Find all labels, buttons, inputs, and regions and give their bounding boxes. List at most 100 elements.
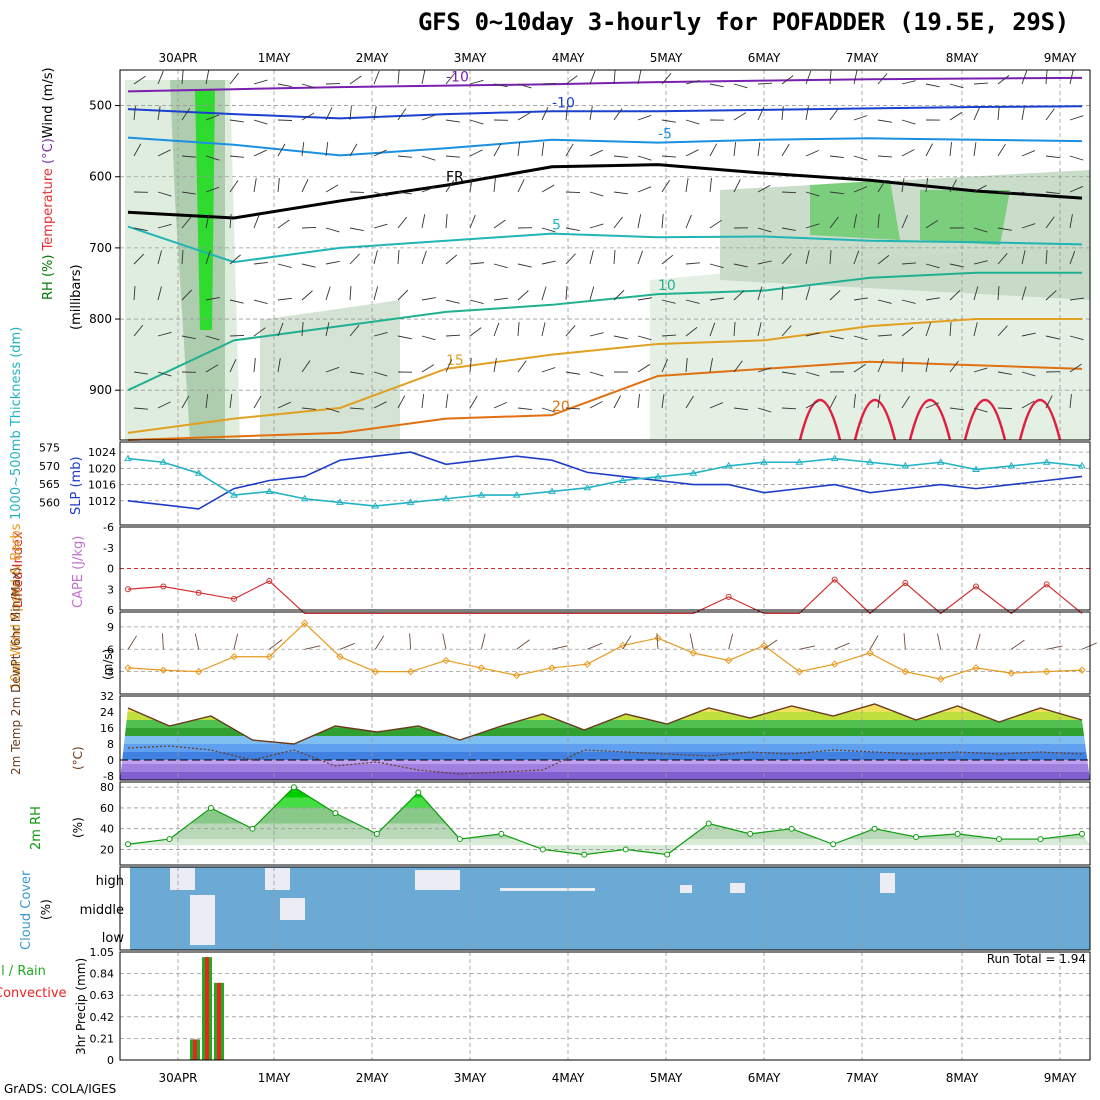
wind-barb: [469, 358, 472, 373]
temperature-line: [127, 703, 1083, 745]
lifted-point: [125, 586, 131, 593]
date-label-top: 5MAY: [650, 51, 683, 65]
wind-barb: [397, 289, 409, 301]
wind-barb: [997, 371, 1012, 375]
cloud-block: [170, 868, 195, 890]
wind-barb: [661, 72, 672, 85]
rh-point: [498, 830, 505, 837]
rh-point: [207, 804, 214, 811]
lifted-point: [266, 577, 273, 584]
wind-barb: [373, 286, 379, 301]
wind-barb-10m: [233, 633, 239, 650]
wind-barb: [157, 191, 172, 197]
wind-barb: [949, 407, 964, 411]
wind-barb: [901, 358, 904, 373]
wind-barb: [589, 371, 604, 377]
wind-barb: [997, 253, 1008, 265]
temp-tick: 16: [100, 722, 114, 735]
wind-barb: [445, 394, 449, 409]
rh-point: [249, 825, 256, 832]
cloud-level-label: low: [102, 931, 125, 946]
thickness-ylabel: 1000~500mb Thickness (dm): [9, 327, 24, 520]
wind-barb: [1069, 297, 1084, 301]
wind-barb: [565, 106, 568, 121]
wind-barb-10m: [1011, 639, 1025, 650]
wind-barb: [613, 216, 623, 229]
run-total-label: Run Total = 1.94: [986, 952, 1086, 966]
rh-shade: [260, 300, 400, 440]
date-label-top: 30APR: [158, 51, 197, 65]
wind-barb: [157, 223, 172, 229]
wind-barb: [709, 83, 724, 88]
wind-barb: [397, 395, 406, 409]
wind-barb: [709, 178, 712, 193]
wind-barb: [565, 407, 580, 410]
wind-barb: [253, 178, 257, 193]
rh-point: [788, 825, 795, 832]
wind-barb: [517, 263, 532, 268]
wind-barb: [973, 107, 981, 121]
wind-point: [866, 649, 874, 657]
wind-barb: [709, 297, 724, 301]
wind-barb: [685, 327, 698, 337]
cape-ylabel: CAPE (J/kg): [71, 536, 86, 608]
wind-barb: [709, 263, 724, 269]
wind-barb: [541, 107, 549, 121]
wind-barb: [253, 327, 266, 337]
wind-barb: [229, 72, 240, 85]
wind-barb: [493, 178, 496, 193]
wind-barb: [517, 83, 532, 89]
isotherm-label: -10: [552, 95, 575, 111]
wind-barb: [397, 250, 400, 265]
wind-barb: [997, 227, 1012, 231]
li-tick: 6: [107, 604, 114, 617]
temp-band: [120, 760, 1090, 764]
wind-barb: [685, 262, 700, 265]
wind-barb: [733, 179, 741, 193]
lifted-point: [831, 576, 838, 583]
wind-barb: [541, 367, 556, 373]
slp-ylabel: SLP (mb): [69, 456, 84, 515]
wind-barb: [181, 395, 190, 409]
wind-barb: [589, 332, 604, 337]
wind-barb: [373, 149, 387, 157]
wind-barb: [421, 214, 426, 229]
wind-barb: [709, 219, 722, 229]
wind-barb: [373, 250, 378, 265]
wind-barb: [493, 143, 502, 157]
wind-barb: [781, 143, 790, 157]
rh-point: [456, 836, 463, 843]
temp-band: [120, 712, 1090, 720]
wind-barb: [493, 297, 508, 301]
wind-barb: [373, 191, 388, 197]
thickness-point: [371, 502, 380, 509]
wind-barb: [1069, 70, 1074, 85]
wind-barb: [157, 250, 162, 265]
wind-barb: [613, 191, 628, 195]
wind-barb-10m: [161, 633, 164, 650]
wind-barb: [877, 299, 892, 304]
wind-barb: [445, 119, 460, 123]
wind-barb: [541, 227, 556, 233]
wind-barb: [997, 75, 1010, 85]
warm-contour: [853, 398, 897, 441]
wind-barb: [349, 75, 362, 85]
wind-barb: [229, 119, 244, 123]
wind-barb: [421, 364, 435, 373]
wind-barb: [805, 149, 820, 157]
thickness-point: [583, 483, 592, 491]
wind-barb: [541, 286, 547, 301]
wind-barb: [781, 371, 796, 375]
wind-barb: [997, 286, 1000, 301]
wind-barb: [589, 191, 604, 197]
wind-barb: [685, 119, 700, 125]
rh-point: [332, 810, 339, 817]
wind-barb: [469, 149, 483, 157]
wind-barb: [901, 80, 916, 85]
date-label-top: 8MAY: [946, 51, 979, 65]
wind-point: [760, 641, 768, 650]
thickness-point: [442, 494, 450, 502]
wind-barb: [421, 250, 427, 265]
wind-barb: [565, 75, 578, 85]
